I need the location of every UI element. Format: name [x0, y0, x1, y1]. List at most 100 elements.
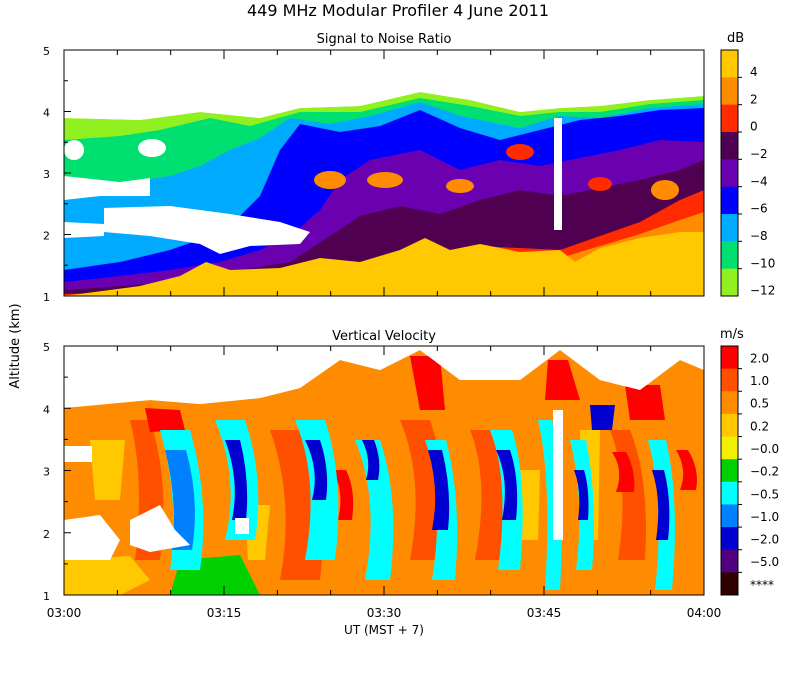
colorbar-label: −1.0	[750, 510, 779, 524]
vv-updraft	[332, 470, 354, 520]
colorbar-swatch	[721, 214, 738, 242]
vv-gap	[553, 410, 563, 540]
vv-downdraft	[652, 470, 670, 540]
snr-gap	[64, 222, 104, 238]
colorbar-swatch	[721, 159, 738, 188]
snr-gap	[138, 139, 166, 157]
vv-downdraft	[574, 470, 589, 520]
snr-gap	[64, 140, 84, 160]
colorbar-label: 2.0	[750, 351, 769, 365]
colorbar-label: −6	[750, 202, 768, 216]
colorbar-label: 0	[750, 120, 758, 134]
vv-downdraft	[362, 440, 380, 480]
vv-downdraft	[225, 440, 248, 520]
vv-updraft	[410, 356, 445, 410]
x-tick-label: 03:15	[207, 606, 242, 620]
y-tick-label: 5	[43, 45, 50, 58]
snr-axes: 1 2 3 4 5	[43, 45, 705, 304]
y-tick-label: 4	[43, 403, 50, 416]
vv-weak	[90, 440, 125, 500]
y-tick-label: 1	[43, 291, 50, 304]
y-tick-label: 1	[43, 590, 50, 603]
colorbar-swatch	[721, 549, 738, 573]
vv-weak	[64, 556, 150, 595]
vv-heatmap	[64, 346, 704, 595]
vv-gap	[64, 346, 704, 408]
vv-updraft	[612, 452, 635, 492]
colorbar-swatch	[721, 346, 738, 370]
colorbar-swatch	[721, 436, 738, 460]
colorbar-label: 1.0	[750, 374, 769, 388]
snr-region-plus4	[64, 232, 704, 296]
vv-downdraft	[355, 440, 394, 580]
vv-updraft	[545, 360, 580, 400]
colorbar-swatch	[721, 77, 738, 106]
colorbar-frame	[720, 49, 739, 297]
vv-downdraft	[165, 450, 195, 550]
colorbar-swatch	[721, 504, 738, 528]
vv-axes: 1 2 3 4 5	[43, 341, 705, 603]
colorbar-label: −2	[750, 147, 768, 161]
snr-patch	[651, 180, 679, 200]
vv-updraft	[610, 430, 646, 560]
y-tick-label: 3	[43, 466, 50, 479]
vv-downdraft	[496, 450, 518, 520]
colorbar-swatch	[721, 391, 738, 415]
x-tick-label: 03:00	[47, 606, 82, 620]
colorbar-label: −4	[750, 174, 768, 188]
colorbar-label: −0.5	[750, 487, 779, 501]
colorbar-label: −5.0	[750, 555, 779, 569]
y-tick-label: 2	[43, 230, 50, 243]
colorbar-swatch	[721, 459, 738, 483]
vv-downdraft	[305, 440, 328, 500]
snr-colorbar: 4 2 0 −2 −4 −6 −8 −10 −12 dB	[720, 31, 775, 298]
vv-updraft	[625, 385, 665, 420]
vv-panel-title: Vertical Velocity	[332, 329, 436, 344]
vv-gap	[235, 518, 249, 534]
vv-updraft	[470, 430, 504, 560]
snr-patch	[314, 171, 346, 189]
colorbar-swatch	[721, 50, 738, 78]
vv-downdraft	[428, 450, 450, 530]
colorbar-label: 0.5	[750, 397, 769, 411]
snr-gap	[64, 50, 704, 120]
colorbar-label: −0.2	[750, 465, 779, 479]
snr-panel-title: Signal to Noise Ratio	[317, 32, 452, 47]
colorbar-swatch	[721, 413, 738, 438]
snr-gap	[104, 206, 310, 254]
y-tick-label: 4	[43, 107, 50, 120]
snr-gap	[554, 118, 562, 230]
x-tick-label: 03:30	[367, 606, 402, 620]
colorbar-label: 0.2	[750, 419, 769, 433]
colorbar-label: ****	[750, 578, 774, 592]
y-tick-label: 3	[43, 168, 50, 181]
x-tick-label: 03:45	[527, 606, 562, 620]
colorbar-label: −8	[750, 229, 768, 243]
y-tick-label: 2	[43, 528, 50, 541]
colorbar-swatch	[721, 572, 738, 596]
vv-gap	[64, 515, 120, 560]
colorbar-label: −12	[750, 284, 775, 298]
vv-weak	[520, 470, 540, 540]
x-tick-label: 04:00	[687, 606, 722, 620]
colorbar-swatch	[721, 368, 738, 392]
vv-gap	[64, 446, 92, 462]
colorbar-swatch	[721, 268, 738, 297]
vv-gap	[130, 505, 190, 552]
colorbar-swatch	[721, 241, 738, 270]
colorbar-swatch	[721, 132, 738, 160]
colorbar-swatch	[721, 527, 738, 551]
snr-patch	[506, 144, 534, 160]
colorbar-label: −2.0	[750, 533, 779, 547]
vv-updraft	[145, 408, 185, 432]
x-axis-label: UT (MST + 7)	[344, 623, 424, 637]
colorbar-swatch	[721, 104, 738, 133]
colorbar-frame	[720, 345, 739, 596]
snr-heatmap	[64, 50, 704, 296]
colorbar-label: −0.0	[750, 442, 779, 456]
snr-patch	[588, 177, 612, 191]
y-tick-label: 5	[43, 341, 50, 354]
figure-title: 449 MHz Modular Profiler 4 June 2011	[247, 1, 549, 20]
colorbar-swatch	[721, 186, 738, 215]
